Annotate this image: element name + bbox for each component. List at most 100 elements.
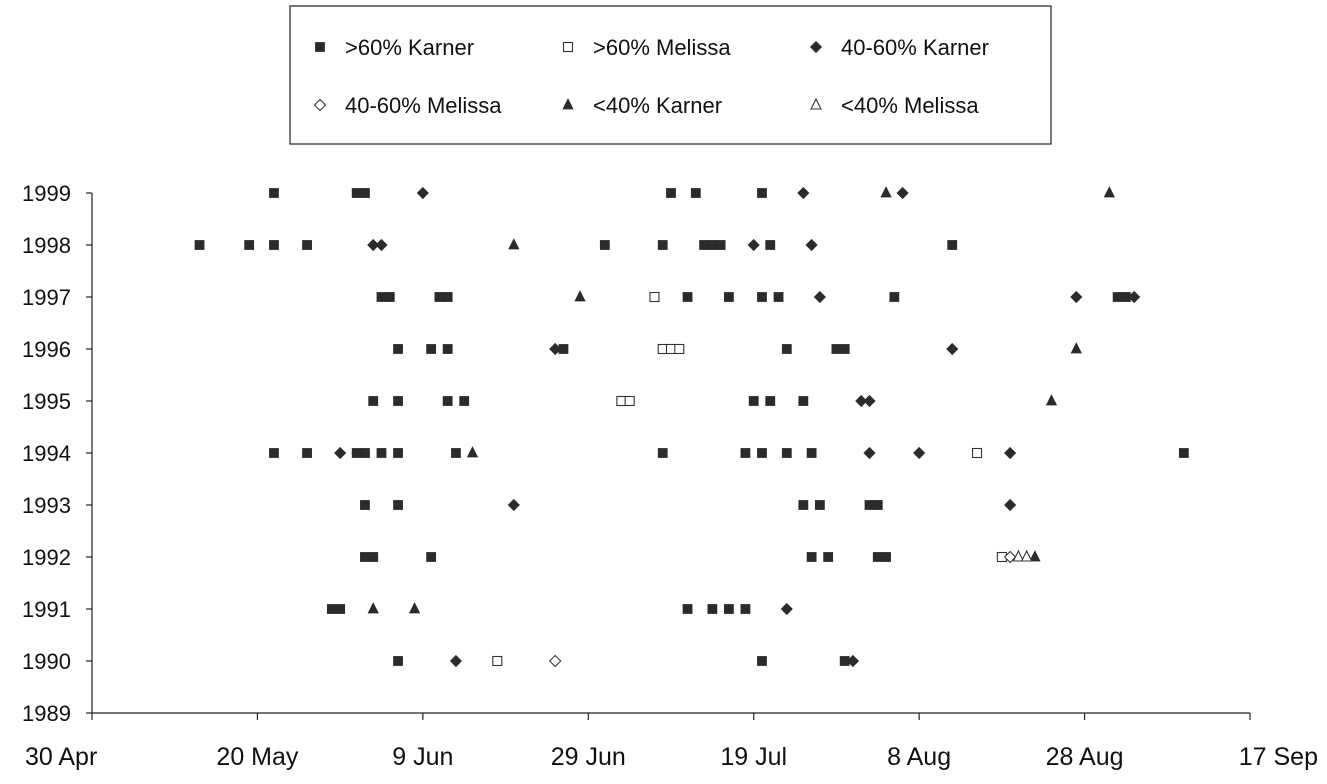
legend-marker-diamond-open — [313, 98, 327, 112]
data-point — [368, 396, 379, 406]
legend-label: <40% Melissa — [841, 93, 979, 118]
data-point — [872, 552, 883, 562]
data-point — [408, 602, 421, 614]
data-marks — [194, 186, 1189, 668]
data-point — [699, 240, 709, 250]
data-point — [690, 188, 701, 198]
data-point — [797, 186, 810, 200]
data-point — [507, 498, 520, 512]
data-point — [748, 396, 759, 406]
x-tick-label: 28 Aug — [1046, 743, 1124, 771]
data-point — [393, 448, 403, 458]
y-tick-label: 1989 — [22, 701, 71, 726]
data-point — [682, 604, 693, 614]
y-tick-label: 1994 — [22, 441, 71, 466]
data-point — [466, 446, 479, 458]
data-point — [599, 240, 610, 250]
data-point — [1045, 394, 1058, 406]
x-tick-label: 30 Apr — [25, 743, 97, 771]
data-point — [814, 500, 825, 510]
data-point — [393, 344, 403, 354]
data-point — [757, 656, 767, 666]
data-point — [855, 394, 868, 408]
data-point — [1103, 186, 1116, 198]
legend-marker-square-filled — [315, 42, 325, 52]
data-point — [773, 292, 784, 302]
legend-marker-triangle-open — [810, 97, 822, 110]
data-point — [442, 344, 453, 354]
y-tick-label: 1991 — [22, 597, 71, 622]
y-tick-label: 1990 — [22, 649, 71, 674]
y-tick-label: 1999 — [22, 181, 71, 206]
data-point — [244, 240, 255, 250]
data-point — [863, 446, 876, 460]
data-point — [360, 188, 370, 198]
data-point — [367, 238, 380, 252]
data-point — [657, 343, 668, 355]
x-tick-label: 20 May — [216, 743, 298, 771]
data-point — [831, 344, 842, 354]
data-point — [781, 344, 792, 354]
data-point — [1020, 549, 1033, 562]
data-point — [765, 240, 776, 250]
data-point — [1070, 342, 1082, 354]
data-point — [813, 290, 826, 304]
data-point — [1004, 446, 1017, 460]
data-point — [194, 240, 205, 250]
data-point — [549, 342, 562, 356]
data-point — [360, 552, 370, 562]
data-point — [665, 343, 677, 355]
data-point — [442, 396, 453, 406]
data-point — [1003, 550, 1017, 564]
legend-box — [289, 5, 1052, 145]
data-point — [360, 500, 370, 510]
data-point — [434, 292, 445, 302]
data-point — [449, 654, 463, 668]
legend-label: >60% Karner — [345, 35, 474, 60]
data-point — [715, 240, 726, 250]
legend-label: 40-60% Melissa — [345, 93, 502, 118]
series-40-60-melissa — [548, 550, 1017, 668]
data-point — [740, 604, 751, 614]
data-point — [393, 500, 403, 510]
data-point — [1029, 550, 1041, 562]
data-point — [798, 500, 809, 510]
data-point — [880, 186, 892, 198]
data-point — [889, 292, 900, 302]
data-point — [416, 186, 429, 200]
x-tick-label: 8 Aug — [887, 743, 951, 771]
y-tick-label: 1993 — [22, 493, 71, 518]
data-point — [459, 396, 470, 406]
data-point — [947, 240, 958, 250]
data-point — [367, 602, 379, 614]
legend-entry-60-melissa: >60% Melissa — [562, 35, 731, 60]
series-40-60-karner — [334, 186, 1141, 668]
data-point — [971, 447, 983, 459]
data-point — [393, 656, 403, 666]
axes: 1989 1990 1991 1992 1993 1994 1995 1996 1997 1998… — [22, 181, 1318, 771]
x-tick-label: 17 Sep — [1239, 743, 1318, 771]
data-point — [806, 552, 817, 562]
data-point — [724, 292, 734, 302]
data-point — [492, 655, 503, 667]
data-point — [508, 238, 520, 250]
data-point — [302, 448, 312, 458]
data-point — [724, 604, 734, 614]
legend-marker-diamond-filled — [809, 40, 823, 54]
data-point — [757, 448, 767, 458]
data-point — [375, 238, 388, 252]
legend: >60% Karner >60% Melissa 40-60% Karner 40-6… — [289, 5, 1052, 145]
data-point — [269, 448, 279, 458]
x-tick-label: 9 Jun — [392, 743, 453, 771]
data-point — [657, 240, 668, 250]
legend-entry-40-karner: <40% Karner — [562, 93, 722, 118]
legend-marker-triangle-filled — [562, 98, 574, 110]
data-point — [757, 188, 767, 198]
data-point — [351, 448, 362, 458]
data-point — [846, 654, 860, 668]
data-point — [757, 292, 767, 302]
data-point — [674, 343, 685, 355]
data-point — [657, 448, 668, 458]
x-tick-label: 19 Jul — [720, 743, 787, 771]
legend-marker-square-open — [562, 41, 574, 53]
